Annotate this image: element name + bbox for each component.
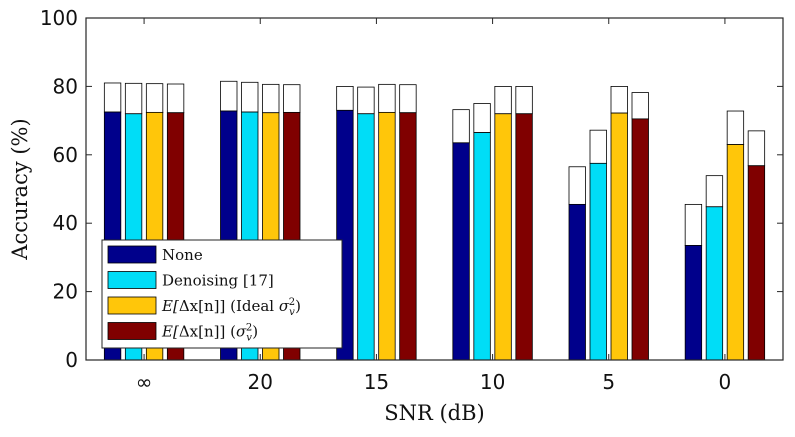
bar-upper-s1-c0	[124, 82, 143, 115]
bar-upper-s0-c1	[220, 80, 238, 112]
bar-upper-s3-c2	[399, 84, 417, 114]
bar-s1-c4	[589, 162, 607, 361]
bar-s2-c5	[726, 144, 745, 361]
legend-swatch-0	[107, 245, 157, 264]
bar-upper-s1-c4	[589, 129, 607, 164]
bar-upper-s0-c3	[452, 109, 470, 144]
bar-upper-s2-c4	[610, 86, 628, 114]
bar-upper-s3-c4	[631, 92, 649, 120]
bar-upper-s1-c1	[241, 81, 259, 113]
bar-s3-c2	[399, 112, 417, 361]
bar-upper-s3-c0	[166, 83, 185, 114]
bar-s3-c3	[515, 113, 533, 361]
bar-upper-s2-c0	[145, 83, 164, 113]
y-tick-label: 100	[40, 6, 78, 30]
bar-upper-s0-c2	[336, 86, 354, 111]
bar-s2-c3	[494, 113, 512, 361]
legend-swatch-3	[107, 322, 157, 340]
bar-s2-c2	[378, 111, 396, 361]
y-tick-label: 60	[53, 143, 78, 167]
x-tick-label: 15	[364, 370, 389, 394]
bar-upper-s1-c5	[705, 175, 724, 208]
ticks-layer: 0 20 40 60 80 100 ∞ 20 15 10 5 0	[40, 6, 783, 394]
x-tick-label: 20	[248, 370, 273, 394]
x-tick-label: 5	[602, 370, 615, 394]
legend-label-1: Denoising [17]	[162, 272, 274, 290]
y-tick-label: 40	[53, 211, 78, 235]
bar-s2-c4	[610, 112, 628, 361]
legend-label-0: None	[162, 246, 203, 264]
y-tick-label: 80	[53, 74, 78, 98]
bar-s0-c3	[452, 142, 470, 361]
y-tick-label: 20	[53, 280, 78, 304]
y-axis-label: Accuracy (%)	[8, 118, 32, 260]
bar-s3-c4	[631, 118, 649, 361]
legend-swatch-2	[107, 296, 157, 315]
plot-frame	[85, 17, 784, 361]
bar-s0-c5	[684, 245, 703, 361]
bar-upper-s2-c5	[726, 110, 745, 145]
legend-label-3: E[Δx[n]] (σv2)	[161, 323, 258, 344]
bar-upper-s2-c3	[494, 86, 512, 115]
bar-upper-s1-c2	[357, 86, 375, 115]
bar-upper-s2-c2	[378, 83, 396, 113]
legend: None Denoising [17] E[Δx[n]] (Ideal σv2) E[…	[101, 239, 343, 349]
bar-upper-s1-c3	[473, 103, 491, 133]
bar-upper-s2-c1	[262, 83, 280, 114]
y-tick-label: 0	[65, 348, 78, 372]
bar-upper-s3-c3	[515, 86, 533, 115]
bar-s1-c3	[473, 132, 491, 361]
bar-s3-c5	[747, 165, 766, 361]
bar-s1-c2	[357, 113, 375, 361]
bar-upper-s3-c1	[283, 84, 301, 113]
bar-upper-s0-c4	[568, 166, 586, 205]
bar-s0-c4	[568, 203, 586, 361]
x-tick-label: ∞	[136, 370, 153, 394]
x-axis-label: SNR (dB)	[384, 401, 485, 425]
x-tick-label: 0	[719, 370, 732, 394]
legend-label-2: E[Δx[n]] (Ideal σv2)	[161, 297, 301, 318]
bar-upper-s0-c5	[684, 203, 703, 246]
bar-s1-c5	[705, 206, 724, 361]
x-tick-label: 10	[480, 370, 505, 394]
bar-upper-s3-c5	[747, 130, 766, 167]
bar-upper-s0-c0	[103, 82, 122, 113]
legend-swatch-1	[107, 271, 157, 289]
